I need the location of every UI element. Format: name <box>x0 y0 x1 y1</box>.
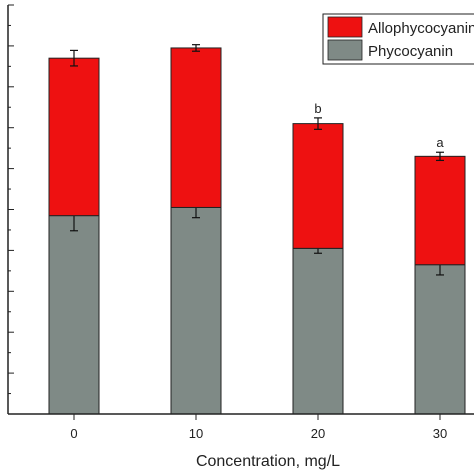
x-axis-title: Concentration, mg/L <box>196 453 340 470</box>
bar-allophycocyanin-20 <box>292 123 344 249</box>
legend-label-allophycocyanin: Allophycocyanin <box>368 20 474 37</box>
bar-phycocyanin-10 <box>170 206 222 415</box>
legend-swatch-phycocyanin <box>327 39 363 61</box>
x-tick-label-20: 20 <box>311 426 325 441</box>
bar-allophycocyanin-30 <box>414 155 466 266</box>
bar-allophycocyanin-10 <box>170 47 222 208</box>
x-tick-label-30: 30 <box>433 426 447 441</box>
significance-label-20: b <box>314 101 321 116</box>
bar-allophycocyanin-0 <box>48 57 100 217</box>
bar-phycocyanin-20 <box>292 247 344 415</box>
bar-phycocyanin-0 <box>48 215 100 415</box>
y-axis-ticks <box>8 4 14 415</box>
legend-swatch-allophycocyanin <box>327 16 363 38</box>
legend: Allophycocyanin Phycocyanin <box>322 13 474 65</box>
x-tick-label-10: 10 <box>189 426 203 441</box>
x-tick-label-0: 0 <box>70 426 77 441</box>
x-axis-ticks: 0 10 20 30 <box>70 414 447 441</box>
legend-label-phycocyanin: Phycocyanin <box>368 43 453 60</box>
plot-area: ba <box>48 44 466 415</box>
significance-label-30: a <box>436 135 444 150</box>
bar-phycocyanin-30 <box>414 264 466 415</box>
